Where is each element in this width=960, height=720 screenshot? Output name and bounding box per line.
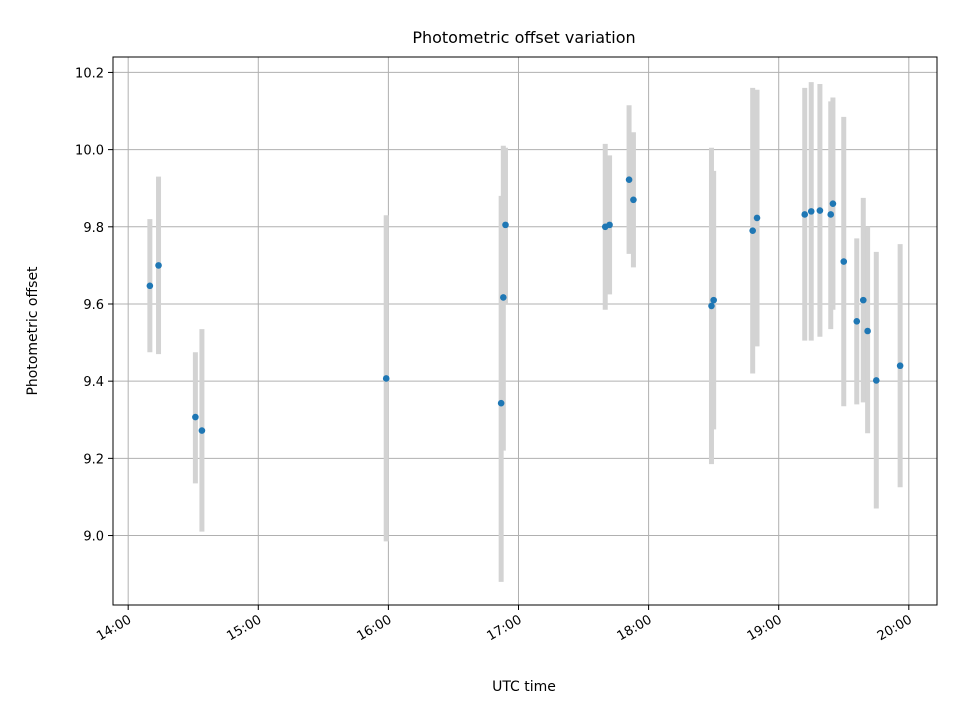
y-axis-label: Photometric offset [25, 266, 41, 396]
data-point [155, 262, 162, 269]
data-point [606, 221, 613, 229]
data-point [801, 211, 809, 218]
data-point [630, 196, 637, 204]
data-point [827, 211, 835, 218]
data-point [382, 375, 390, 382]
y-tick-label: 9.8 [83, 221, 104, 236]
chart-title: Photometric offset variation [412, 28, 635, 47]
data-point [749, 227, 756, 234]
y-tick-label: 9.2 [83, 452, 104, 467]
x-axis-label: UTC time [492, 679, 556, 695]
data-point [853, 318, 861, 325]
data-point [859, 296, 867, 304]
data-point [192, 413, 199, 421]
grid [113, 57, 937, 605]
data-point [502, 221, 509, 229]
plot-frame [112, 56, 938, 606]
data-point [500, 294, 507, 301]
y-tick-label: 10.0 [75, 144, 104, 159]
y-tick-label: 9.6 [83, 298, 104, 313]
data-points [146, 176, 904, 434]
y-tick-label: 9.4 [83, 375, 104, 390]
data-point [146, 282, 154, 290]
y-axis: 9.0 9.2 9.4 9.6 9.8 10.0 10.2 [75, 66, 113, 545]
data-point [497, 399, 505, 407]
y-tick-label: 10.2 [75, 66, 104, 81]
data-point [198, 427, 206, 434]
data-point [753, 214, 761, 222]
data-point [816, 207, 824, 214]
data-point [840, 258, 848, 265]
data-point [864, 327, 871, 335]
y-tick-label: 9.0 [83, 530, 104, 545]
data-point [807, 208, 815, 215]
data-point [829, 200, 837, 207]
data-point [872, 377, 880, 384]
data-point [896, 362, 904, 370]
data-point [710, 296, 717, 304]
data-point [625, 176, 633, 184]
data-point [708, 302, 715, 310]
